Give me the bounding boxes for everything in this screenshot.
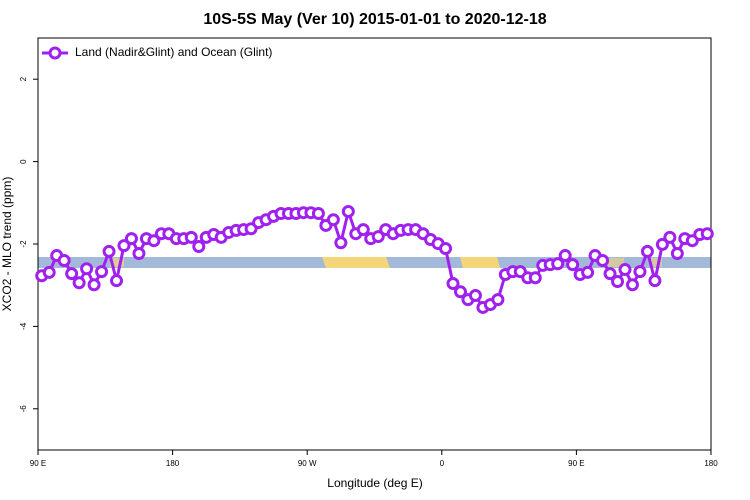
land-band <box>110 258 124 267</box>
legend-marker <box>48 46 62 60</box>
data-point <box>700 227 714 241</box>
x-tick-label: 90 E <box>568 459 584 468</box>
data-point <box>439 242 453 256</box>
data-point <box>192 239 206 253</box>
data-point <box>633 265 647 279</box>
land-band <box>460 257 500 268</box>
data-point <box>326 213 340 227</box>
data-point <box>311 207 325 221</box>
data-point <box>80 262 94 276</box>
data-point <box>663 230 677 244</box>
data-point <box>491 293 505 307</box>
x-tick-label: 90 W <box>298 459 317 468</box>
data-point <box>147 234 161 248</box>
data-point <box>670 246 684 260</box>
x-tick-label: 90 E <box>30 459 46 468</box>
land-band <box>322 257 390 268</box>
x-tick-label: 0 <box>440 459 445 468</box>
data-point <box>124 232 138 246</box>
data-point <box>625 278 639 292</box>
land-band <box>650 258 662 267</box>
data-point <box>640 244 654 258</box>
y-tick-label: -4 <box>19 322 28 330</box>
chart-title: 10S-5S May (Ver 10) 2015-01-01 to 2020-1… <box>203 11 546 28</box>
data-point <box>341 204 355 218</box>
y-axis-label: XCO2 - MLO trend (ppm) <box>0 177 14 312</box>
data-point <box>581 265 595 279</box>
data-point <box>110 274 124 288</box>
data-point <box>618 263 632 277</box>
data-point <box>446 277 460 291</box>
data-point <box>371 230 385 244</box>
x-axis-label: Longitude (deg E) <box>327 476 422 490</box>
data-point <box>334 236 348 250</box>
data-point <box>117 239 131 253</box>
y-tick-label: -2 <box>19 240 28 248</box>
data-point <box>72 276 86 290</box>
data-point <box>551 257 565 271</box>
data-point <box>87 278 101 292</box>
legend-label: Land (Nadir&Glint) and Ocean (Glint) <box>75 45 272 59</box>
data-point <box>356 223 370 237</box>
x-tick-label: 180 <box>166 459 180 468</box>
legend: Land (Nadir&Glint) and Ocean (Glint) <box>42 45 272 60</box>
land-band <box>606 258 624 267</box>
data-point <box>184 230 198 244</box>
data-point <box>528 271 542 285</box>
data-point <box>132 246 146 260</box>
data-point <box>648 274 662 288</box>
y-tick-label: 2 <box>19 76 28 81</box>
data-point <box>65 267 79 281</box>
data-point <box>95 265 109 279</box>
y-tick-label: 0 <box>19 159 28 164</box>
land-ocean-band <box>38 257 711 268</box>
data-point <box>102 244 116 258</box>
data-point <box>566 258 580 272</box>
data-point <box>596 253 610 267</box>
data-point <box>453 285 467 299</box>
data-point <box>42 265 56 279</box>
data-point <box>468 289 482 302</box>
data-point <box>558 249 572 263</box>
data-point <box>57 253 71 267</box>
y-tick-label: -6 <box>19 405 28 413</box>
x-tick-label: 180 <box>704 459 718 468</box>
data-point <box>655 237 669 251</box>
data-point <box>603 267 617 281</box>
data-point <box>611 274 625 288</box>
